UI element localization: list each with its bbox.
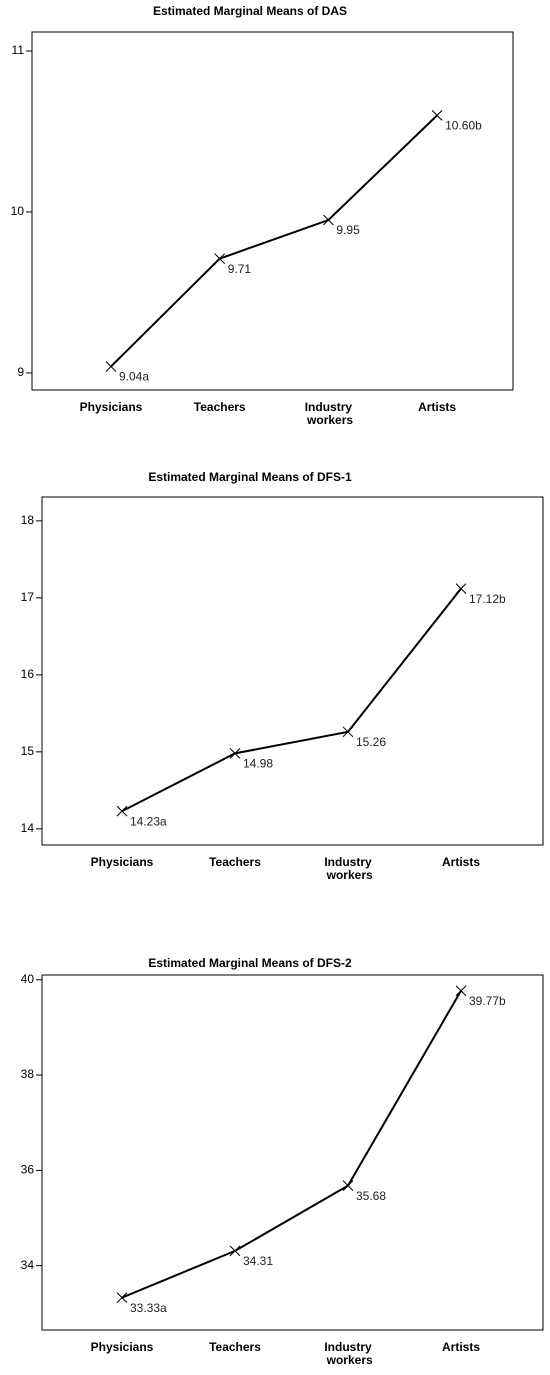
x-tick-label: Industry workers bbox=[323, 1340, 373, 1367]
value-label: 14.23a bbox=[130, 814, 167, 828]
value-label: 17.12b bbox=[469, 592, 506, 606]
chart-title: Estimated Marginal Means of DAS bbox=[153, 4, 347, 18]
point-marker bbox=[342, 1180, 354, 1191]
y-tick-label: 38 bbox=[21, 1067, 35, 1081]
x-tick-label: Physicians bbox=[80, 400, 143, 414]
y-tick-label: 17 bbox=[21, 590, 35, 604]
chart-title: Estimated Marginal Means of DFS-1 bbox=[148, 470, 352, 484]
point-marker bbox=[342, 726, 354, 738]
y-tick-label: 34 bbox=[21, 1258, 35, 1272]
data-line bbox=[121, 990, 462, 1299]
point-marker bbox=[323, 214, 334, 226]
x-tick-label: Teachers bbox=[194, 400, 246, 414]
x-tick-label: Industry workers bbox=[323, 855, 373, 882]
point-marker bbox=[116, 805, 128, 817]
y-tick-label: 14 bbox=[21, 821, 35, 835]
value-label: 10.60b bbox=[445, 119, 482, 133]
value-label: 14.98 bbox=[243, 757, 273, 771]
y-tick-label: 16 bbox=[21, 667, 35, 681]
value-label: 9.71 bbox=[228, 262, 252, 276]
point-marker bbox=[229, 1245, 241, 1257]
value-label: 39.77b bbox=[469, 994, 506, 1008]
x-tick-label: Physicians bbox=[91, 1340, 154, 1354]
point-marker bbox=[214, 253, 226, 265]
value-label: 9.04a bbox=[119, 370, 149, 384]
x-tick-label: Industry workers bbox=[304, 400, 354, 427]
data-line bbox=[110, 114, 438, 368]
x-tick-label: Teachers bbox=[209, 855, 261, 869]
y-tick-label: 36 bbox=[21, 1163, 35, 1177]
y-tick-label: 11 bbox=[12, 43, 25, 57]
plot-frame bbox=[41, 974, 544, 1331]
x-tick-label: Physicians bbox=[91, 855, 154, 869]
y-tick-label: 40 bbox=[21, 972, 35, 986]
value-label: 33.33a bbox=[130, 1301, 167, 1315]
x-tick-label: Teachers bbox=[209, 1340, 261, 1354]
point-marker bbox=[116, 1292, 128, 1303]
plot-frame bbox=[31, 31, 514, 391]
value-label: 9.95 bbox=[336, 223, 360, 237]
x-tick-label: Artists bbox=[418, 400, 456, 414]
x-tick-label: Artists bbox=[442, 1340, 480, 1354]
point-marker bbox=[105, 361, 117, 372]
point-marker bbox=[229, 748, 241, 759]
data-line bbox=[121, 587, 462, 813]
y-tick-label: 18 bbox=[21, 513, 35, 527]
value-label: 35.68 bbox=[356, 1189, 386, 1203]
value-label: 15.26 bbox=[356, 735, 386, 749]
point-marker bbox=[455, 583, 467, 594]
value-label: 34.31 bbox=[243, 1254, 273, 1268]
chart-title: Estimated Marginal Means of DFS-2 bbox=[148, 956, 352, 970]
y-tick-label: 9 bbox=[17, 365, 24, 379]
point-marker bbox=[431, 110, 443, 121]
x-tick-label: Artists bbox=[442, 855, 480, 869]
point-marker bbox=[455, 985, 467, 997]
y-tick-label: 15 bbox=[21, 744, 35, 758]
plot-frame bbox=[41, 496, 544, 846]
y-tick-label: 10 bbox=[11, 204, 25, 218]
